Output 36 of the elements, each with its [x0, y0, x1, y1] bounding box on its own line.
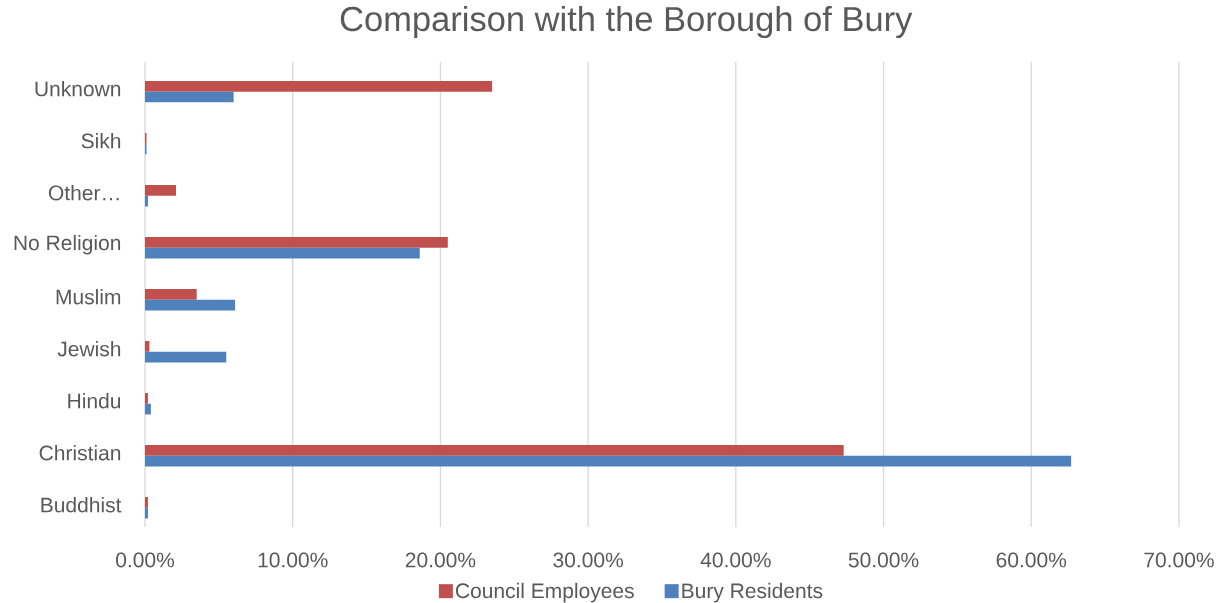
bar — [145, 393, 148, 404]
y-tick-label: Sikh — [81, 132, 121, 149]
bar — [145, 341, 150, 352]
x-tick-label: 10.00% — [258, 552, 328, 568]
x-tick-label: 0.00% — [116, 552, 175, 568]
x-tick-label: 20.00% — [405, 552, 476, 568]
y-tick-label: Muslim — [56, 289, 121, 305]
x-tick-label: 30.00% — [553, 552, 623, 568]
bar — [145, 351, 227, 363]
y-tick-label: Christian — [39, 445, 121, 461]
y-tick-label: Unknown — [35, 80, 121, 97]
bar — [145, 403, 151, 415]
bar — [145, 80, 493, 92]
y-tick-label: Hindu — [68, 393, 121, 409]
y-tick-label: No Religion — [14, 234, 121, 255]
chart-title: Comparison with the Borough of Bury — [340, 5, 913, 39]
bar — [145, 236, 448, 248]
y-tick-label: Buddhist — [41, 497, 122, 513]
legend-label: Bury Residents — [682, 582, 823, 603]
bar — [145, 195, 148, 207]
y-tick-label: Other… — [48, 184, 119, 201]
legend-label: Council Employees — [455, 582, 634, 603]
bar — [145, 91, 234, 103]
bar — [145, 507, 148, 519]
x-tick-label: 50.00% — [848, 552, 919, 568]
bar — [145, 445, 844, 456]
bar — [145, 289, 197, 300]
x-tick-label: 60.00% — [996, 552, 1067, 568]
x-tick-label: 70.00% — [1144, 552, 1214, 568]
bar — [145, 299, 236, 311]
bar — [145, 455, 1072, 467]
bar — [145, 497, 148, 508]
bar — [145, 184, 177, 196]
bar — [145, 247, 420, 259]
x-tick-label: 40.00% — [700, 552, 771, 568]
y-tick-label: Jewish — [57, 341, 121, 357]
